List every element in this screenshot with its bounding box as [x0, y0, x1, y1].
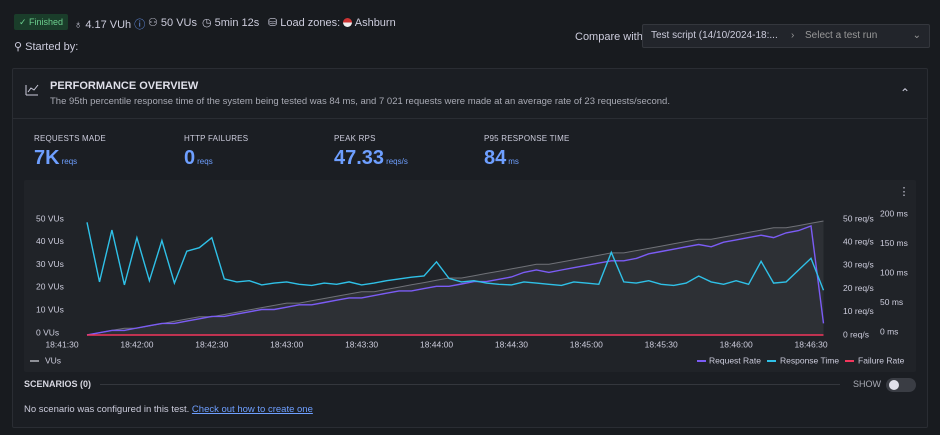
metric: PEAK RPS 47.33 reqs/s: [334, 134, 408, 170]
y3-tick-label: 200 ms: [880, 208, 908, 218]
status-badge: ✓ Finished: [14, 14, 69, 30]
y2-tick-label: 50 req/s: [843, 213, 874, 223]
metric-unit: reqs: [197, 157, 213, 166]
y2-tick-label: 10 req/s: [843, 306, 874, 316]
load-zones-label: Load zones:: [280, 17, 341, 29]
x-tick-label: 18:45:30: [645, 339, 678, 349]
series-line: [86, 222, 825, 291]
vuh: ♁ 4.17 VUh ⓘ: [74, 19, 146, 31]
vus-text: 50 VUs: [160, 17, 197, 29]
x-tick-label: 18:45:00: [570, 339, 603, 349]
y-tick-label: 10 VUs: [36, 304, 64, 314]
y-tick-label: 20 VUs: [36, 282, 64, 292]
x-tick-label: 18:44:30: [495, 339, 528, 349]
metric-unit: reqs/s: [386, 157, 408, 166]
toggle-label: SHOW: [853, 379, 881, 389]
metric-value: 47.33: [334, 147, 385, 169]
toggle[interactable]: [886, 378, 916, 392]
scenarios-title: SCENARIOS (0): [24, 379, 92, 389]
y2-tick-label: 30 req/s: [843, 260, 874, 270]
y3-tick-label: 50 ms: [880, 297, 903, 307]
compare-select[interactable]: Test script (14/10/2024-18:... › Select …: [642, 24, 930, 48]
x-tick-label: 18:46:30: [794, 339, 827, 349]
load-zones: ⛁ Load zones: Ashburn: [268, 17, 396, 29]
compare-label: Compare with: [575, 31, 643, 43]
metric-value: 84: [484, 147, 507, 169]
y3-tick-label: 0 ms: [880, 326, 898, 336]
help-link[interactable]: Check out how to create one: [191, 404, 313, 415]
overview-title: PERFORMANCE OVERVIEW: [50, 80, 199, 92]
scenarios-rule: [100, 384, 840, 385]
legend-label: Response Time: [780, 355, 839, 365]
duration-text: 5min 12s: [214, 17, 260, 29]
legend-label: Request Rate: [709, 355, 761, 365]
started-by-text: Started by:: [25, 41, 79, 53]
metric: REQUESTS MADE 7K reqs: [34, 134, 106, 170]
legend-label: Failure Rate: [858, 355, 905, 365]
divider: [12, 118, 928, 119]
y2-tick-label: 20 req/s: [843, 283, 874, 293]
metric-value: 0: [184, 147, 196, 169]
y-tick-label: 50 VUs: [36, 213, 64, 223]
metric: HTTP FAILURES 0 reqs: [184, 134, 248, 170]
y3-tick-label: 150 ms: [880, 238, 908, 248]
x-tick-label: 18:42:30: [195, 339, 228, 349]
scenarios-message: No scenario was configured in this test.…: [24, 404, 313, 415]
x-tick-label: 18:44:00: [420, 339, 453, 349]
x-tick-label: 18:46:00: [720, 339, 753, 349]
metric-label: REQUESTS MADE: [34, 134, 106, 143]
y-tick-label: 40 VUs: [36, 236, 64, 246]
metric-label: PEAK RPS: [334, 134, 376, 143]
metric-label: HTTP FAILURES: [184, 134, 249, 143]
compare-script: Test script (14/10/2024-18:...: [651, 30, 778, 41]
series-line: [86, 225, 825, 336]
metric-value: 7K: [34, 147, 60, 169]
metric-unit: ms: [508, 157, 519, 166]
y3-tick-label: 100 ms: [880, 267, 908, 277]
vuh-text: 4.17 VUh: [85, 19, 132, 31]
legend-label: VUs: [45, 355, 61, 365]
zone: Ashburn: [354, 17, 396, 29]
y-tick-label: 30 VUs: [36, 259, 64, 269]
metric-unit: reqs: [61, 157, 78, 166]
vus: ⚇ 50 VUs: [148, 17, 197, 29]
collapse[interactable]: ⌃: [900, 86, 911, 100]
metric: P95 RESPONSE TIME 84 ms: [484, 134, 570, 170]
chart-menu[interactable]: ⋮: [899, 186, 910, 198]
x-tick-label: 18:42:00: [120, 339, 153, 349]
status: Finished: [29, 17, 64, 27]
y-tick-label: 0 VUs: [36, 327, 59, 337]
y2-tick-label: 40 req/s: [843, 236, 874, 246]
compare-run: Select a test run: [805, 30, 878, 41]
metric-label: P95 RESPONSE TIME: [484, 134, 570, 143]
started-by: ⚲ Started by:: [14, 41, 79, 53]
message: No scenario was configured in this test.: [24, 404, 190, 415]
y2-tick-label: 0 req/s: [843, 329, 869, 339]
x-tick-label: 18:43:00: [270, 339, 303, 349]
x-tick-label: 18:43:30: [345, 339, 378, 349]
chart-icon: [25, 84, 39, 96]
duration: ◷ 5min 12s: [202, 17, 260, 29]
x-tick-label: 18:41:30: [45, 339, 78, 349]
overview-description: The 95th percentile response time of the…: [50, 96, 670, 107]
